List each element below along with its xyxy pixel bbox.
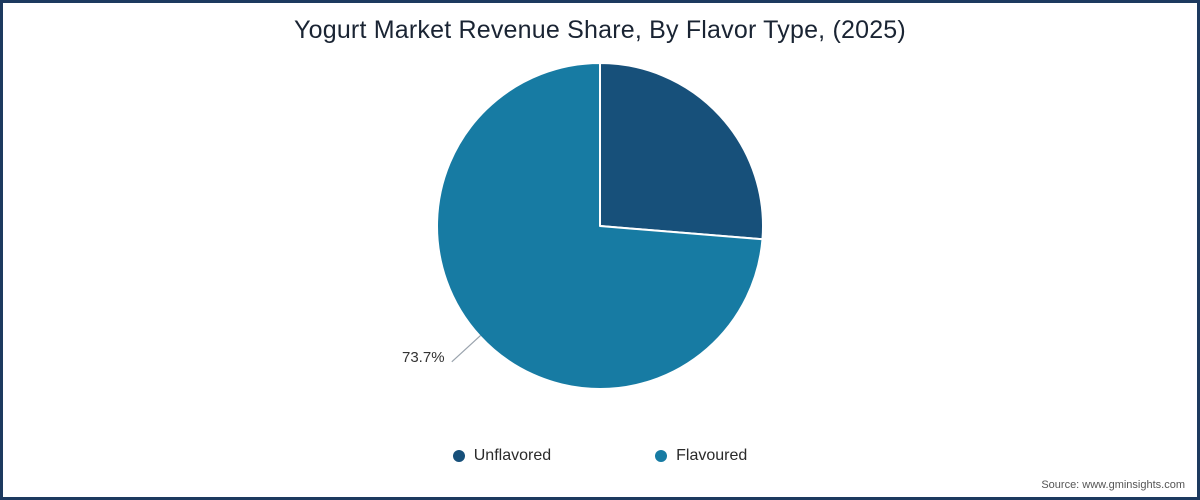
legend-item-flavoured: Flavoured [655, 447, 747, 465]
pie-slice-unflavored [599, 62, 764, 241]
label-leader-line [451, 334, 482, 363]
legend-label-unflavored: Unflavored [473, 447, 552, 464]
pie-data-label: 73.7% [402, 349, 445, 366]
chart-title: Yogurt Market Revenue Share, By Flavor T… [294, 16, 906, 44]
legend-label-flavoured: Flavoured [676, 447, 748, 464]
legend: Unflavored Flavoured [3, 447, 1197, 465]
source-attribution: Source: www.gminsights.com [1041, 479, 1185, 491]
pie-svg [436, 62, 764, 390]
legend-item-unflavored: Unflavored [452, 447, 552, 465]
pie-chart [430, 56, 770, 396]
legend-dot-flavoured [655, 450, 668, 462]
legend-dot-unflavored [452, 450, 465, 462]
